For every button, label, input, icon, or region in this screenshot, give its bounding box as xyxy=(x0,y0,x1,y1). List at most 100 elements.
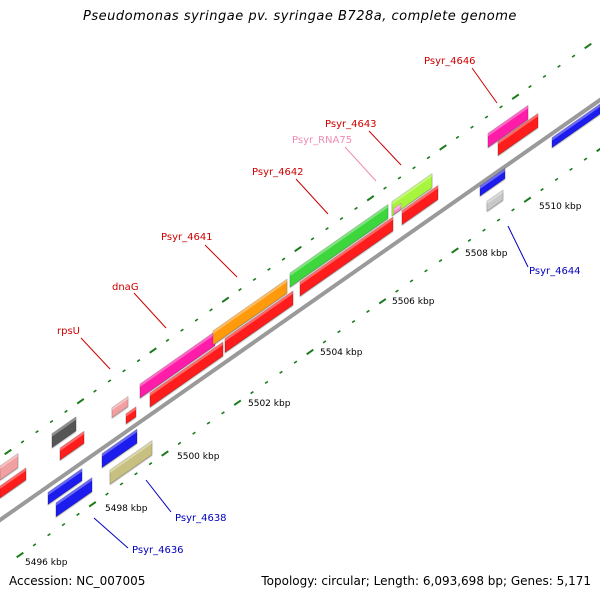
tick-mark-inner xyxy=(322,340,327,344)
tick-mark-outer xyxy=(528,84,532,89)
tick-mark-inner xyxy=(88,501,97,508)
tick-mark-outer xyxy=(339,216,344,221)
tick-mark-outer xyxy=(149,347,157,354)
bp-label: 5510 kbp xyxy=(539,202,582,212)
tick-mark-inner xyxy=(482,228,486,232)
gene-label-psyr-4646[interactable]: Psyr_4646 xyxy=(424,56,476,67)
leader-line-rpsU xyxy=(80,337,111,370)
gene-label-psyr-4643[interactable]: Psyr_4643 xyxy=(325,119,377,130)
tick-mark-inner xyxy=(233,399,242,406)
tick-mark-inner xyxy=(279,370,283,374)
tick-mark-outer xyxy=(310,237,315,241)
tick-mark-outer xyxy=(484,115,489,119)
tick-mark-inner xyxy=(134,472,138,476)
gene-label-psyr-4642[interactable]: Psyr_4642 xyxy=(252,167,304,178)
tick-mark-inner xyxy=(424,269,428,273)
tick-mark-inner xyxy=(148,462,153,466)
tick-mark-inner xyxy=(177,441,182,445)
bp-label: 5500 kbp xyxy=(177,452,220,462)
gene-label-psyr-4644[interactable]: Psyr_4644 xyxy=(529,266,581,277)
tick-mark-inner xyxy=(438,259,443,263)
gene-label-dnaG[interactable]: dnaG xyxy=(112,282,139,293)
tick-mark-inner xyxy=(221,411,225,415)
gene-label-rpsU[interactable]: rpsU xyxy=(57,326,80,337)
bp-label: 5502 kbp xyxy=(248,399,291,409)
tick-mark-inner xyxy=(366,309,370,314)
tick-mark-outer xyxy=(221,296,230,303)
tick-mark-outer xyxy=(238,287,242,292)
tick-mark-inner xyxy=(32,543,37,547)
gene-feature-psyr-4638-blue[interactable] xyxy=(101,428,138,469)
tick-mark-outer xyxy=(325,227,329,231)
tick-mark-outer xyxy=(499,105,503,109)
leader-line-dnaG xyxy=(133,292,167,329)
gene-feature-psyr-4638[interactable] xyxy=(109,440,153,485)
tick-mark-inner xyxy=(395,289,399,293)
tick-mark-outer xyxy=(180,328,184,332)
tick-mark-outer xyxy=(470,125,474,129)
tick-mark-inner xyxy=(337,330,341,334)
tick-mark-outer xyxy=(366,195,375,202)
tick-mark-inner xyxy=(554,177,559,182)
tick-mark-outer xyxy=(511,93,520,100)
tick-mark-outer xyxy=(412,166,416,170)
leader-line-psyr-4638 xyxy=(145,479,172,513)
tick-mark-outer xyxy=(49,419,54,424)
tick-mark-inner xyxy=(467,238,472,242)
gene-label-psyr-rna75[interactable]: Psyr_RNA75 xyxy=(292,135,352,146)
tick-mark-outer xyxy=(136,359,141,363)
tick-mark-outer xyxy=(383,186,387,190)
leader-line-psyr-4643 xyxy=(368,130,402,166)
tick-mark-inner xyxy=(293,360,298,364)
tick-mark-inner xyxy=(496,218,501,222)
tick-mark-inner xyxy=(540,187,544,192)
bp-label: 5504 kbp xyxy=(320,348,363,358)
tick-mark-inner xyxy=(583,157,588,161)
tick-mark-inner xyxy=(16,551,24,559)
tick-mark-inner xyxy=(523,196,532,203)
leader-line-psyr-4646 xyxy=(471,67,498,104)
bp-label: 5508 kbp xyxy=(465,249,508,259)
tick-mark-outer xyxy=(4,448,12,456)
tick-mark-outer xyxy=(165,338,170,342)
tick-mark-inner xyxy=(206,421,211,425)
tick-mark-inner xyxy=(409,279,414,283)
cds-feature[interactable] xyxy=(299,216,394,297)
tick-mark-outer xyxy=(455,135,460,139)
gene-label-psyr-4638[interactable]: Psyr_4638 xyxy=(175,513,227,524)
tick-mark-outer xyxy=(584,42,592,50)
tick-mark-inner xyxy=(61,522,66,527)
gene-label-psyr-4636[interactable]: Psyr_4636 xyxy=(132,545,184,556)
tick-mark-outer xyxy=(209,308,213,312)
tick-mark-outer xyxy=(64,409,68,414)
cds-feature[interactable] xyxy=(149,341,224,408)
tick-mark-outer xyxy=(571,54,576,58)
tick-mark-outer xyxy=(557,64,561,68)
tick-mark-inner xyxy=(511,208,515,212)
tick-mark-inner xyxy=(306,348,314,356)
tick-mark-outer xyxy=(107,379,112,383)
tick-mark-inner xyxy=(161,450,169,457)
tick-mark-outer xyxy=(542,74,547,79)
tick-mark-inner xyxy=(119,482,124,486)
bp-label: 5506 kbp xyxy=(392,297,435,307)
tick-mark-outer xyxy=(294,245,302,253)
tick-mark-inner xyxy=(250,390,254,395)
leader-line-psyr-4642 xyxy=(295,178,329,215)
gene-feature-psyr-4643[interactable] xyxy=(391,173,433,217)
tick-mark-inner xyxy=(76,512,80,517)
tick-mark-outer xyxy=(35,430,39,434)
accession-text: Accession: NC_007005 xyxy=(9,574,146,588)
genome-title: Pseudomonas syringae pv. syringae B728a,… xyxy=(83,9,517,24)
leader-line-psyr-4641 xyxy=(204,244,238,278)
leader-line-psyr-rna75 xyxy=(344,146,377,182)
tick-mark-outer xyxy=(281,257,286,261)
leader-line-psyr-4644 xyxy=(507,225,529,268)
tick-mark-outer xyxy=(76,398,85,405)
tick-mark-inner xyxy=(596,147,600,153)
bp-label: 5496 kbp xyxy=(25,558,68,568)
gene-label-psyr-4641[interactable]: Psyr_4641 xyxy=(161,232,213,243)
tick-mark-inner xyxy=(264,380,269,385)
